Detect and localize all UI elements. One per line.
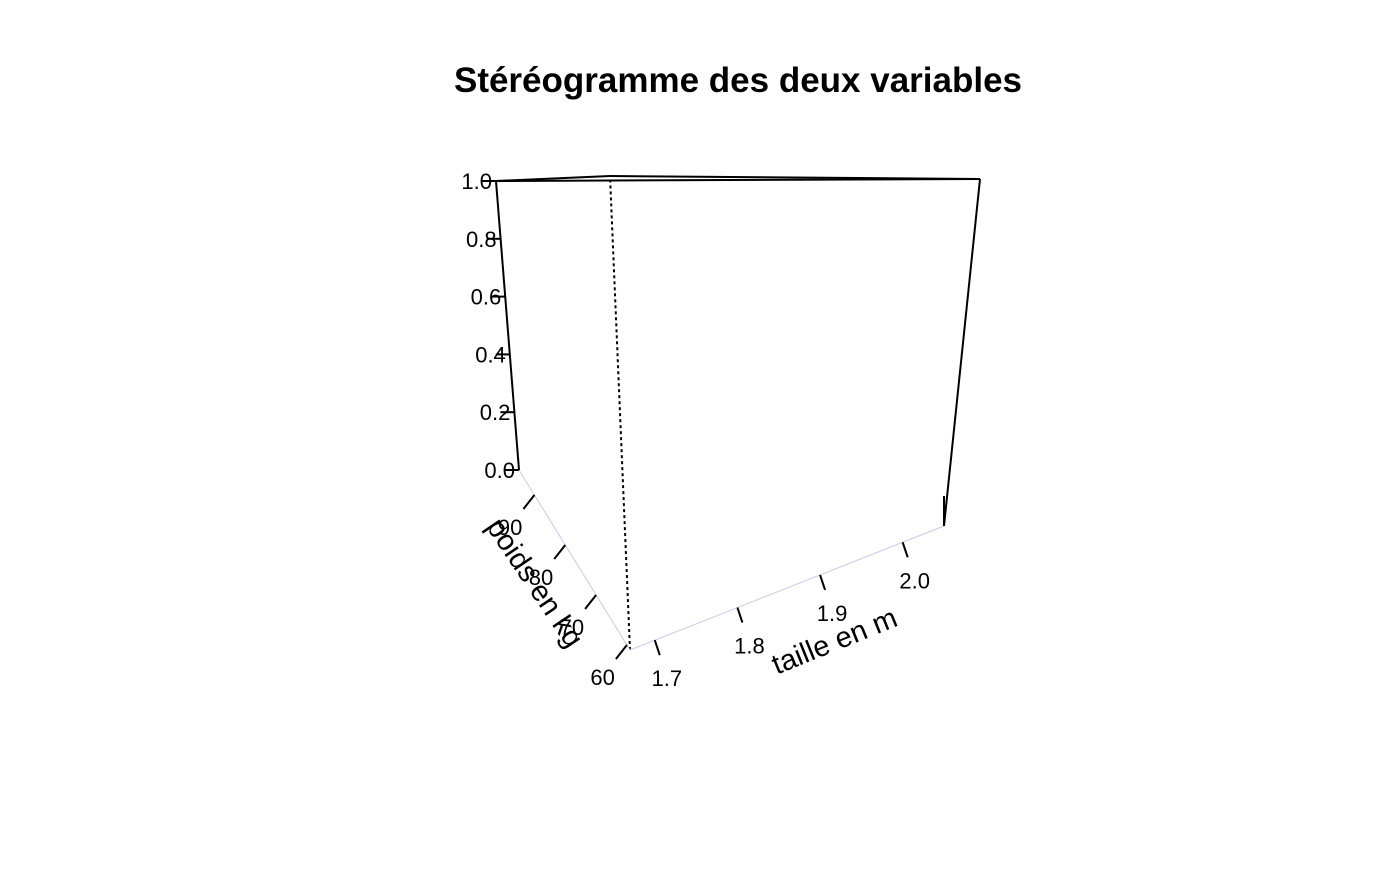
box-edge-back-left-vertical	[495, 180, 520, 471]
box-edge-hidden-vertical	[609, 175, 631, 651]
x-tick-label: 1.9	[817, 601, 848, 626]
z-tick-label: 0.6	[471, 285, 502, 310]
box-edge-top-back	[495, 178, 981, 182]
x-tick-label: 1.7	[651, 666, 682, 691]
x-axis: 1.7 1.8 1.9 2.0	[651, 541, 930, 691]
floor-edge-front	[629, 525, 945, 651]
z-tick-label: 0.2	[480, 400, 511, 425]
y-tick	[584, 594, 597, 610]
z-tick-label: 0.8	[466, 227, 497, 252]
y-tick-label: 80	[529, 565, 553, 590]
bounding-box	[495, 175, 981, 651]
chart-title: Stéréogramme des deux variables	[454, 61, 1022, 100]
floor-edge-left	[518, 469, 631, 651]
y-tick-label: 90	[498, 515, 522, 540]
z-axis: 0.0 0.2 0.4 0.6 0.8 1.0	[461, 169, 519, 483]
x-tick	[901, 541, 909, 558]
x-tick	[736, 607, 744, 623]
y-axis-title: poids en kg	[480, 513, 589, 654]
y-tick	[553, 544, 567, 560]
y-tick	[615, 644, 628, 660]
z-tick-label: 0.0	[484, 458, 515, 483]
z-tick-label: 1.0	[461, 169, 492, 194]
y-tick-label: 70	[560, 615, 584, 640]
y-tick-label: 60	[590, 665, 614, 690]
z-tick-label: 0.4	[475, 342, 506, 367]
y-tick	[522, 494, 536, 510]
box-edge-right-vertical	[943, 178, 981, 527]
x-tick	[819, 574, 827, 591]
x-tick-label: 1.8	[734, 634, 765, 659]
x-tick-label: 2.0	[899, 568, 930, 593]
x-tick	[653, 639, 661, 656]
